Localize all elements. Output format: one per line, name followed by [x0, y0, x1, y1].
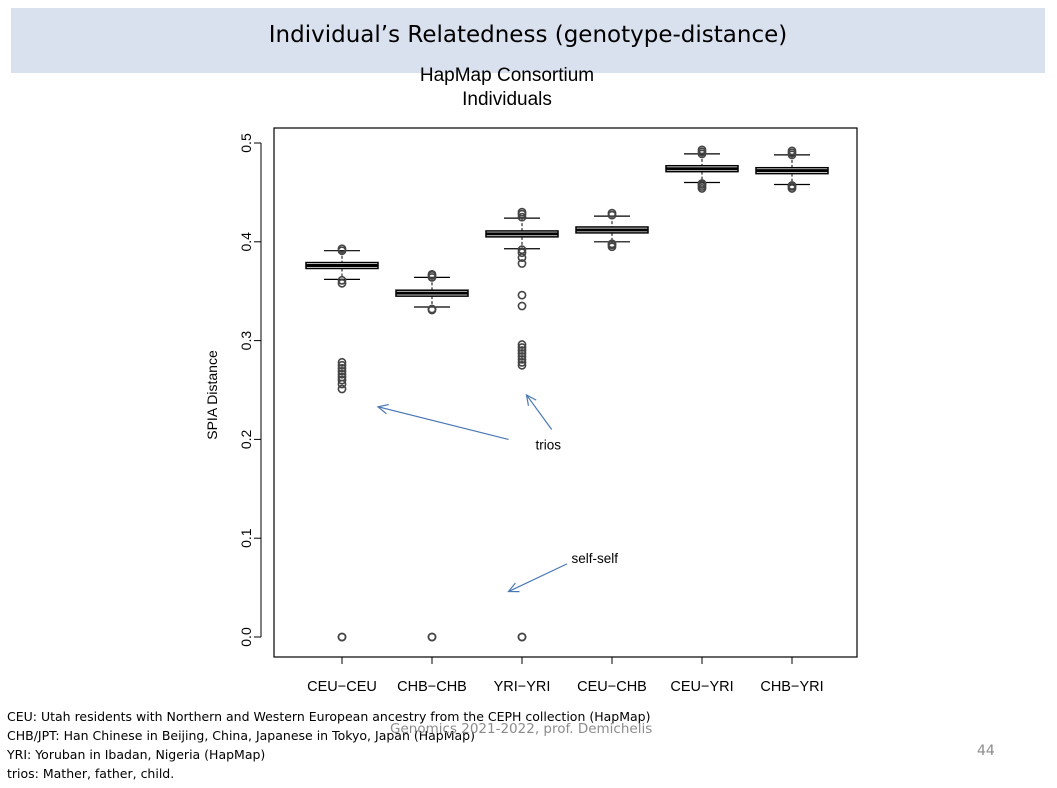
annotation-arrow: [526, 394, 553, 430]
box-6: [755, 146, 829, 193]
x-tick-label: CEU−YRI: [670, 679, 733, 695]
outlier-point: [517, 349, 527, 358]
annotation-arrow: [377, 406, 509, 440]
annotation-arrowhead: [507, 582, 520, 593]
annotation-arrowhead: [376, 403, 389, 415]
x-tick-label: CEU−CEU: [307, 679, 377, 695]
outlier-point: [517, 343, 527, 352]
footnotes: CEU: Utah residents with Northern and We…: [7, 707, 767, 783]
outlier-point: [427, 304, 437, 314]
x-tick-label: CHB−YRI: [760, 679, 823, 695]
box-5: [665, 145, 739, 193]
outlier-point: [337, 275, 347, 285]
outlier-point: [517, 346, 527, 355]
outlier-point: [517, 360, 527, 370]
outlier-point: [427, 632, 437, 642]
annotation-label: trios: [536, 437, 562, 452]
page-number: 44: [977, 743, 995, 759]
outlier-point: [787, 146, 797, 156]
x-tick-label: CHB−CHB: [397, 679, 467, 695]
box-4: [575, 208, 649, 252]
outlier-point: [337, 366, 347, 376]
y-axis-label: SPIA Distance: [204, 350, 220, 440]
slide-title: Individual’s Relatedness (genotype-dista…: [268, 22, 788, 48]
x-ticks: CEU−CEU CHB−CHB YRI−YRI CEU−CHB CEU−YRI CHB−Y…: [307, 657, 824, 695]
outlier-point: [337, 360, 347, 370]
chart-title-line-1: HapMap Consortium: [420, 65, 594, 86]
outlier-point: [697, 145, 707, 155]
outlier-point: [517, 354, 527, 364]
box-3: [485, 207, 559, 642]
outlier-point: [517, 248, 527, 258]
outlier-point: [517, 301, 527, 311]
outlier-point: [517, 357, 527, 367]
boxplot-chart: HapMap Consortium Individuals SPIA Dista…: [204, 65, 858, 695]
outlier-point: [337, 278, 347, 288]
y-ticks: 0.0 0.1 0.2 0.3 0.4 0.5: [238, 133, 261, 647]
outlier-point: [337, 244, 347, 254]
outlier-point: [337, 372, 347, 382]
outlier-point: [517, 259, 527, 268]
outlier-point: [517, 212, 527, 222]
outlier-point: [517, 290, 527, 300]
chart-title-line-2: Individuals: [462, 89, 552, 110]
footnote-trios: trios: Mather, father, child.: [7, 766, 175, 781]
box-2: [395, 270, 469, 642]
x-tick-label: CEU−CHB: [577, 679, 647, 695]
title-band: [11, 8, 1045, 73]
footnote-chb-jpt: CHB/JPT: Han Chinese in Beijing, China, …: [7, 728, 475, 743]
outlier-point: [517, 207, 527, 217]
outlier-point: [337, 632, 347, 642]
outlier-point: [337, 369, 347, 379]
boxes: [305, 145, 829, 642]
outlier-point: [697, 179, 707, 188]
annotation-label: self-self: [572, 551, 619, 566]
outlier-point: [517, 352, 527, 361]
outlier-point: [607, 208, 617, 218]
y-tick-label: 0.5: [238, 133, 254, 153]
annotations: trios self-self: [376, 393, 619, 593]
outlier-point: [787, 181, 797, 190]
outlier-point: [337, 363, 347, 373]
y-tick-label: 0.3: [238, 331, 254, 351]
outlier-point: [337, 357, 347, 367]
outlier-point: [337, 375, 347, 385]
y-tick-label: 0.2: [238, 429, 254, 449]
outlier-point: [427, 270, 437, 279]
box-1: [305, 244, 379, 642]
annotation-arrowhead: [525, 393, 537, 406]
annotation-arrow: [508, 563, 568, 593]
y-tick-label: 0.0: [238, 627, 254, 647]
outlier-point: [517, 632, 527, 642]
footnote-yri: YRI: Yoruban in Ibadan, Nigeria (HapMap): [7, 747, 266, 762]
footnote-ceu: CEU: Utah residents with Northern and We…: [7, 709, 651, 724]
x-tick-label: YRI−YRI: [494, 679, 551, 695]
slide-footer: Genomics 2021-2022, prof. Demichelis: [390, 721, 653, 737]
outlier-point: [607, 239, 617, 249]
outlier-point: [517, 340, 527, 349]
outlier-point: [517, 245, 527, 255]
outlier-point: [337, 384, 347, 394]
y-tick-label: 0.1: [238, 528, 254, 548]
y-tick-label: 0.4: [238, 232, 254, 252]
plot-frame: [273, 127, 858, 658]
